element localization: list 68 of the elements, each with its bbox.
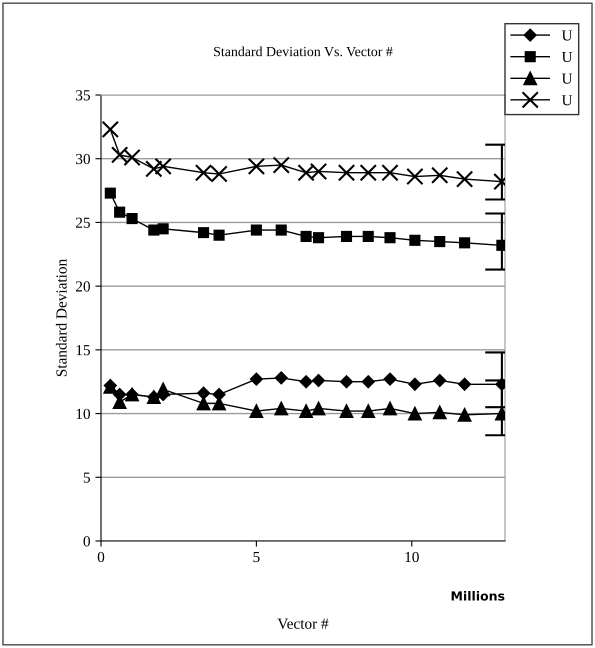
point <box>383 372 397 386</box>
point <box>250 224 262 236</box>
point <box>158 223 169 234</box>
point <box>338 164 356 182</box>
point <box>408 406 422 421</box>
point <box>312 374 326 388</box>
point <box>248 158 266 176</box>
point <box>196 386 210 400</box>
point <box>384 232 396 244</box>
point <box>300 230 312 242</box>
y-tick-label: 15 <box>76 345 90 356</box>
y-axis-title: Standard Deviation <box>56 259 67 376</box>
point <box>114 206 126 218</box>
point <box>102 120 120 138</box>
y-tick-label: 10 <box>76 408 90 420</box>
point <box>360 164 377 182</box>
point <box>156 382 170 396</box>
point <box>459 237 470 248</box>
point <box>312 402 326 416</box>
x-axis-title: Vector # <box>278 618 328 629</box>
point <box>214 230 225 241</box>
point <box>104 188 116 199</box>
point <box>340 404 354 418</box>
point <box>274 402 288 416</box>
legend-label: U <box>562 95 572 106</box>
point <box>126 213 138 224</box>
point <box>272 156 290 174</box>
point <box>408 378 422 391</box>
point <box>198 227 210 238</box>
y-tick-label: 30 <box>76 154 90 164</box>
point <box>458 378 472 391</box>
y-tick-label: 0 <box>84 536 90 546</box>
legend-label: U <box>562 30 572 41</box>
y-tick-label: 25 <box>76 218 90 228</box>
legend-label: U <box>562 52 572 62</box>
point <box>433 374 446 388</box>
x-tick-label: 0 <box>98 552 104 562</box>
point <box>299 404 314 418</box>
point <box>381 164 399 182</box>
x-tick-label: 10 <box>405 552 419 562</box>
point <box>362 230 374 242</box>
y-tick-label: 20 <box>76 281 90 292</box>
point <box>154 158 172 176</box>
legend-label: U <box>562 74 572 84</box>
point <box>458 408 472 422</box>
point <box>432 405 447 420</box>
point <box>274 371 288 384</box>
point <box>434 236 446 248</box>
chart-title: Standard Deviation Vs. Vector # <box>214 46 393 56</box>
point <box>250 372 263 386</box>
point <box>145 160 163 178</box>
point <box>340 375 354 388</box>
point <box>406 168 424 186</box>
point <box>456 170 474 188</box>
point <box>383 402 397 416</box>
x-tick-label: 5 <box>253 552 260 562</box>
point <box>361 404 376 418</box>
text: Millions <box>452 591 504 601</box>
point <box>362 375 375 388</box>
point <box>340 230 352 242</box>
y-tick-label: 5 <box>84 472 90 483</box>
point <box>276 224 287 236</box>
y-tick-label: 35 <box>76 90 90 100</box>
point <box>312 232 324 244</box>
point <box>431 166 448 184</box>
point <box>249 404 264 418</box>
point <box>300 375 313 388</box>
point <box>409 234 420 246</box>
